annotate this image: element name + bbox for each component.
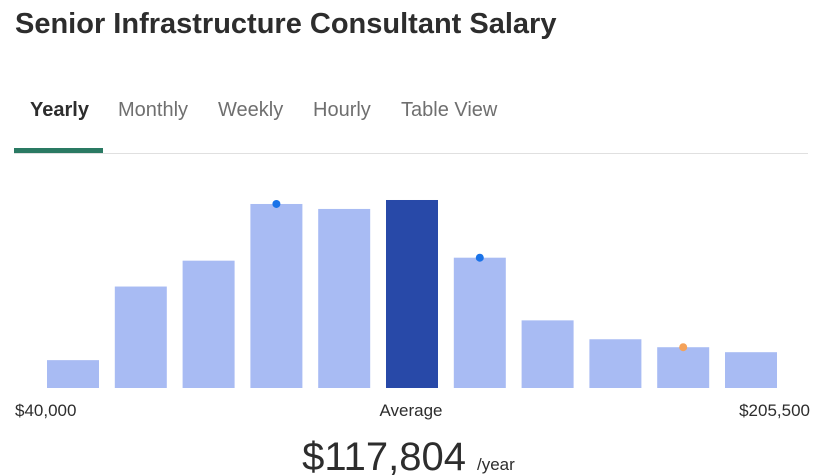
marker-dot [475, 253, 484, 262]
bar [250, 203, 303, 388]
bar [589, 339, 642, 388]
bar [47, 360, 99, 388]
max-label: $205,500 [739, 401, 810, 420]
bar [114, 286, 167, 388]
marker-dot [679, 343, 688, 352]
period: /year [477, 455, 515, 474]
center-label: Average [379, 401, 442, 420]
tab[interactable]: Table View [401, 99, 498, 121]
tab[interactable]: Hourly [313, 99, 371, 121]
bar [182, 260, 235, 388]
marker-dot [272, 199, 281, 208]
tab[interactable]: Weekly [218, 99, 284, 121]
divider [14, 153, 808, 154]
bar [453, 257, 506, 388]
bar [521, 320, 574, 388]
bar [386, 199, 438, 388]
page-title: Senior Infrastructure Consultant Salary [15, 8, 557, 40]
active-tab-indicator [14, 148, 103, 153]
bar [318, 208, 371, 388]
average-salary: $117,804 [302, 435, 466, 475]
bar [657, 347, 710, 388]
min-label: $40,000 [15, 401, 76, 420]
tab[interactable]: Yearly [30, 99, 89, 121]
bar [725, 352, 777, 388]
tab[interactable]: Monthly [118, 99, 189, 121]
